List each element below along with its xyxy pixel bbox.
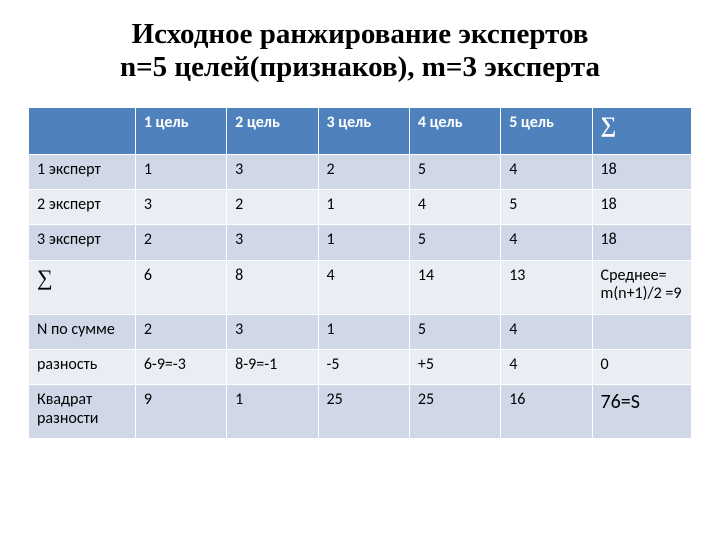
header-blank — [29, 107, 136, 154]
cell: 1 — [318, 225, 409, 260]
row-label: 3 эксперт — [29, 225, 136, 260]
cell: 76=S — [592, 385, 691, 439]
cell: 3 — [227, 225, 318, 260]
row-label: 1 эксперт — [29, 154, 136, 189]
table-row: 1 эксперт 1 3 2 5 4 18 — [29, 154, 692, 189]
cell: 14 — [409, 260, 500, 314]
cell: 25 — [409, 385, 500, 439]
cell: 9 — [135, 385, 226, 439]
cell: 8-9=-1 — [227, 350, 318, 385]
cell: 2 — [135, 314, 226, 349]
cell: 18 — [592, 225, 691, 260]
row-label: 2 эксперт — [29, 190, 136, 225]
slide: Исходное ранжирование экспертов n=5 целе… — [0, 0, 720, 540]
cell: 3 — [135, 190, 226, 225]
cell: 4 — [501, 225, 592, 260]
cell: 2 — [318, 154, 409, 189]
row-label: ∑ — [29, 260, 136, 314]
cell: 13 — [501, 260, 592, 314]
header-row: 1 цель 2 цель 3 цель 4 цель 5 цель ∑ — [29, 107, 692, 154]
cell: Среднее= m(n+1)/2 =9 — [592, 260, 691, 314]
cell: 18 — [592, 154, 691, 189]
cell: 1 — [227, 385, 318, 439]
cell: 16 — [501, 385, 592, 439]
cell: 18 — [592, 190, 691, 225]
cell: 2 — [227, 190, 318, 225]
cell: 1 — [135, 154, 226, 189]
table-row: 2 эксперт 3 2 1 4 5 18 — [29, 190, 692, 225]
table-row: Квадрат разности 9 1 25 25 16 76=S — [29, 385, 692, 439]
table-row: 3 эксперт 2 3 1 5 4 18 — [29, 225, 692, 260]
ranking-table: 1 цель 2 цель 3 цель 4 цель 5 цель ∑ 1 э… — [28, 107, 692, 440]
cell: 3 — [227, 314, 318, 349]
cell: 5 — [501, 190, 592, 225]
header-sum: ∑ — [592, 107, 691, 154]
cell: 3 — [227, 154, 318, 189]
header-goal-2: 2 цель — [227, 107, 318, 154]
cell: 4 — [501, 350, 592, 385]
cell: +5 — [409, 350, 500, 385]
slide-title: Исходное ранжирование экспертов n=5 целе… — [28, 18, 692, 85]
cell: 5 — [409, 154, 500, 189]
table-row: разность 6-9=-3 8-9=-1 -5 +5 4 0 — [29, 350, 692, 385]
cell: 1 — [318, 314, 409, 349]
cell: 4 — [501, 154, 592, 189]
cell: 6 — [135, 260, 226, 314]
cell: 2 — [135, 225, 226, 260]
row-label: Квадрат разности — [29, 385, 136, 439]
title-line-1: Исходное ранжирование экспертов — [132, 18, 589, 50]
cell: 25 — [318, 385, 409, 439]
cell: 4 — [501, 314, 592, 349]
header-goal-1: 1 цель — [135, 107, 226, 154]
cell: -5 — [318, 350, 409, 385]
header-goal-5: 5 цель — [501, 107, 592, 154]
cell: 8 — [227, 260, 318, 314]
header-goal-4: 4 цель — [409, 107, 500, 154]
title-line-2: n=5 целей(признаков), m=3 эксперта — [120, 51, 600, 83]
cell — [592, 314, 691, 349]
row-label: N по сумме — [29, 314, 136, 349]
sigma-icon: ∑ — [601, 112, 617, 137]
cell: 4 — [318, 260, 409, 314]
cell: 0 — [592, 350, 691, 385]
cell: 5 — [409, 225, 500, 260]
row-label: разность — [29, 350, 136, 385]
table-row: N по сумме 2 3 1 5 4 — [29, 314, 692, 349]
header-goal-3: 3 цель — [318, 107, 409, 154]
cell: 6-9=-3 — [135, 350, 226, 385]
cell: 5 — [409, 314, 500, 349]
cell: 4 — [409, 190, 500, 225]
sigma-icon: ∑ — [37, 265, 53, 290]
table-row: ∑ 6 8 4 14 13 Среднее= m(n+1)/2 =9 — [29, 260, 692, 314]
cell: 1 — [318, 190, 409, 225]
